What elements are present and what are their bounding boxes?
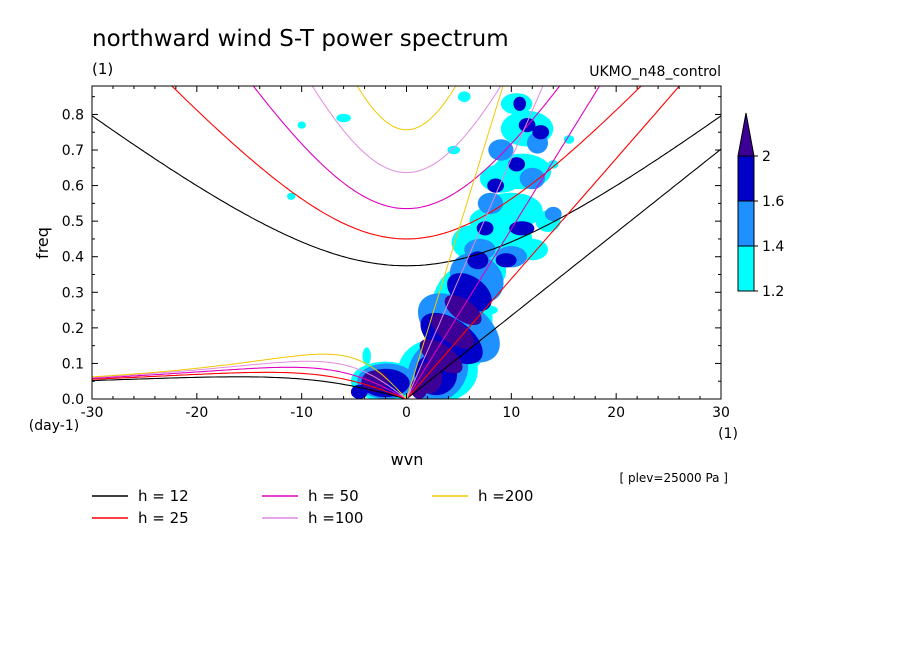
colorbar-top-arrow	[737, 112, 755, 157]
gravity-curve-h25	[171, 86, 642, 240]
power-blob-30	[488, 139, 514, 161]
x-tick-label: 30	[712, 405, 730, 421]
power-blob-39	[476, 221, 494, 236]
colorbar: 1.2 1.4 1.6 2	[737, 112, 784, 300]
plot-area	[92, 86, 721, 399]
power-blob-51	[431, 314, 475, 349]
gravity-curve-h200	[356, 86, 457, 131]
gravity-curve-h50	[252, 86, 561, 210]
rossby-curve-h100	[92, 360, 407, 399]
power-blob-40	[509, 221, 535, 236]
power-blob-2	[297, 121, 306, 129]
y-tick-label: 0.0	[62, 392, 84, 408]
x-tick-label: -20	[185, 405, 208, 421]
gravity-curve-h12	[92, 115, 721, 267]
y-unit-label: (day-1)	[29, 418, 79, 434]
x-tick-label: 10	[502, 405, 520, 421]
y-tick-label: 0.3	[62, 285, 84, 301]
power-blob-8	[548, 160, 559, 169]
x-tick-label: 0	[402, 405, 411, 421]
colorbar-label: 1.2	[762, 284, 784, 300]
power-blob-44	[532, 125, 550, 140]
power-blob-29	[519, 167, 545, 190]
dispersion-curves	[92, 86, 721, 399]
rossby-curve-h200	[92, 353, 407, 399]
rossby-curve-h25	[92, 371, 407, 399]
power-blob-3	[287, 192, 296, 200]
power-blob-5	[447, 145, 461, 155]
legend-label: h = 12	[138, 487, 189, 505]
legend-label: h = 25	[138, 509, 189, 527]
y-axis: 0.0 0.1 0.2 0.3 0.4 0.5 0.6 0.7 0.8	[62, 96, 721, 408]
power-blob-4	[457, 91, 471, 102]
power-blob-45	[513, 96, 526, 111]
kelvin-curve-h50	[406, 86, 601, 399]
power-blob-50	[419, 339, 463, 374]
y-tick-label: 0.5	[62, 214, 84, 230]
x-tick-label: -10	[290, 405, 313, 421]
y-tick-label: 0.1	[62, 356, 84, 372]
x-axis-label: wvn	[391, 450, 424, 469]
x-axis: -30 -20 -10 0 10 20 30	[81, 86, 730, 421]
power-blob-1	[336, 113, 351, 123]
power-blob-7	[563, 135, 575, 144]
colorbar-segment	[737, 155, 755, 202]
y-tick-label: 0.4	[62, 250, 84, 266]
chart-title: northward wind S-T power spectrum	[92, 26, 509, 52]
x-unit-label: (1)	[718, 426, 738, 442]
power-blob-42	[508, 157, 525, 172]
rossby-curve-h12	[92, 376, 407, 399]
colorbar-label: 1.4	[762, 239, 784, 255]
level-note: [ plev=25000 Pa ]	[619, 471, 728, 485]
legend: h = 12 h = 25 h = 50 h =100 h =200	[92, 487, 533, 527]
units-label: (1)	[92, 60, 113, 78]
power-blob-52	[444, 295, 482, 326]
kelvin-curve-h12	[406, 148, 721, 399]
power-blob-41	[487, 178, 504, 193]
y-axis-label: freq	[33, 227, 52, 259]
y-tick-label: 0.7	[62, 143, 84, 159]
legend-label: h = 50	[308, 487, 359, 505]
colorbar-label: 2	[762, 149, 771, 165]
power-blob-28	[477, 192, 503, 215]
power-blob-0	[362, 347, 371, 366]
y-tick-label: 0.8	[62, 107, 84, 123]
legend-label: h =200	[478, 487, 533, 505]
rossby-curve-h50	[92, 366, 407, 399]
legend-label: h =100	[308, 509, 363, 527]
colorbar-segment	[737, 245, 755, 292]
y-tick-label: 0.2	[62, 321, 84, 337]
power-blob-38	[495, 253, 517, 268]
run-label: UKMO_n48_control	[589, 64, 721, 80]
x-tick-label: -30	[81, 405, 104, 421]
colorbar-segment	[737, 200, 755, 247]
gravity-curve-h100	[311, 86, 502, 174]
x-tick-label: 20	[607, 405, 625, 421]
y-tick-label: 0.6	[62, 179, 84, 195]
power-blob-32	[544, 206, 562, 222]
kelvin-curve-h100	[406, 86, 544, 399]
kelvin-curve-h25	[406, 86, 681, 399]
kelvin-curve-h200	[406, 86, 504, 399]
colorbar-label: 1.6	[762, 194, 784, 210]
